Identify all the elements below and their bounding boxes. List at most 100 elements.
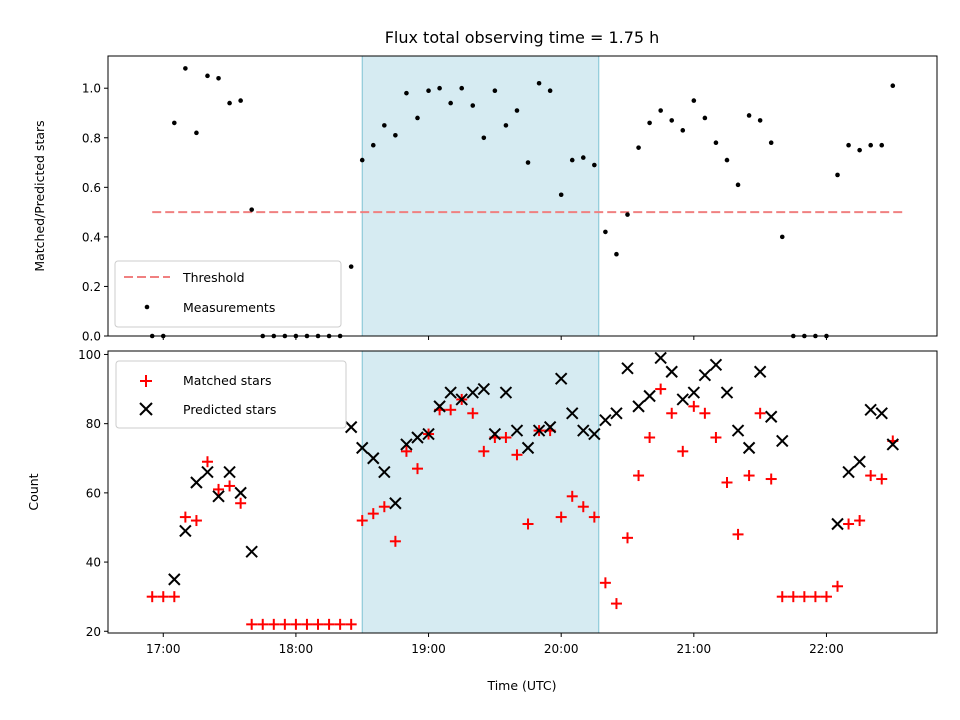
- measurement-point: [437, 85, 442, 91]
- measurement-point: [735, 182, 741, 188]
- top-y-axis-label: Matched/Predicted stars: [32, 120, 47, 271]
- measurement-point: [481, 135, 487, 141]
- predicted-star-point: [599, 413, 612, 427]
- predicted-star-point: [543, 420, 557, 434]
- matched-star-point: [677, 445, 689, 457]
- measurement-point: [603, 229, 608, 235]
- matched-star-point: [445, 404, 457, 416]
- matched-star-point: [190, 515, 202, 527]
- top-legend-box: [114, 260, 342, 328]
- chart-title: Flux total observing time = 1.75 h: [385, 28, 660, 47]
- measurement-point: [702, 115, 708, 121]
- predicted-star-point: [488, 427, 502, 441]
- predicted-star-point: [753, 365, 767, 378]
- x-tick-label: 19:00: [411, 642, 446, 656]
- bottom-y-tick-label: 80: [86, 417, 101, 431]
- matched-star-point: [666, 407, 678, 419]
- predicted-star-point: [709, 358, 723, 372]
- matched-star-point: [224, 480, 236, 492]
- measurement-point: [172, 120, 177, 126]
- matched-star-point: [235, 497, 247, 509]
- matched-star-point: [323, 618, 335, 630]
- matched-star-point: [854, 515, 866, 527]
- matched-star-point: [279, 618, 291, 630]
- measurement-point: [592, 162, 597, 168]
- measurement-point: [857, 147, 862, 153]
- measurement-point: [492, 88, 498, 93]
- measurement-point: [448, 100, 453, 106]
- measurement-point: [680, 128, 686, 133]
- predicted-star-point: [554, 372, 568, 385]
- predicted-star-point: [875, 407, 888, 420]
- matched-star-point: [710, 432, 722, 444]
- highlight-interval-bottom: [361, 350, 600, 634]
- predicted-star-point: [687, 386, 701, 399]
- predicted-star-point: [621, 362, 634, 375]
- matched-star-point: [832, 580, 844, 592]
- bottom-x-ticks: 17:00 18:00 19:00 20:00 21:00 22:00: [146, 633, 844, 656]
- top-y-tick-label: 0.8: [82, 131, 101, 145]
- bottom-legend-box: [115, 360, 347, 429]
- predicted-star-point: [400, 438, 413, 451]
- measurement-point: [835, 172, 840, 178]
- measurement-point: [658, 108, 663, 113]
- predicted-star-point: [466, 386, 479, 399]
- matched-star-point: [511, 449, 523, 461]
- measurement-point: [691, 98, 697, 103]
- measurement-point: [183, 66, 188, 71]
- predicted-star-point: [234, 486, 247, 500]
- measurement-point: [393, 132, 398, 138]
- measurement-point: [415, 115, 420, 121]
- top-x-ticks: [162, 336, 827, 340]
- matched-star-point: [411, 463, 423, 475]
- matched-star-point: [345, 618, 357, 630]
- predicted-star-point: [831, 517, 844, 531]
- predicted-star-point: [610, 407, 623, 420]
- top-y-ticks: 0.0 0.2 0.4 0.6 0.8 1.0: [82, 82, 108, 344]
- predicted-star-point: [190, 476, 203, 489]
- matched-star-point: [876, 473, 888, 485]
- matched-star-point: [400, 445, 412, 457]
- predicted-star-point: [731, 424, 745, 437]
- matched-star-point: [566, 490, 578, 502]
- measurement-point: [426, 88, 431, 93]
- predicted-star-point: [367, 452, 380, 465]
- predicted-star-point: [864, 403, 877, 417]
- predicted-star-point: [566, 407, 579, 420]
- matched-star-point: [312, 618, 324, 630]
- top-y-tick-label: 1.0: [82, 82, 101, 96]
- matched-star-point: [721, 476, 733, 488]
- measurement-point: [459, 85, 465, 91]
- highlight-interval-top: [361, 55, 600, 337]
- legend-matched-swatch: [140, 375, 152, 387]
- predicted-star-point: [344, 420, 358, 434]
- measurement-point: [547, 88, 553, 93]
- legend-matched-label: Matched stars: [183, 373, 271, 388]
- measurement-point: [227, 100, 232, 106]
- top-legend: Threshold Measurements: [114, 260, 342, 328]
- legend-threshold-label: Threshold: [182, 270, 245, 285]
- measurement-point: [625, 212, 630, 217]
- x-tick-label: 18:00: [279, 642, 314, 656]
- predicted-star-point: [676, 393, 689, 406]
- matched-star-point: [179, 511, 191, 523]
- measurement-point: [779, 234, 785, 240]
- measurement-point: [768, 140, 774, 146]
- matched-star-point: [246, 618, 258, 630]
- predicted-star-point: [510, 424, 524, 437]
- predicted-star-point: [168, 573, 181, 586]
- predicted-star-point: [223, 465, 236, 479]
- matched-star-point: [865, 470, 877, 482]
- measurement-point: [647, 120, 652, 126]
- matched-star-point: [633, 470, 645, 482]
- bottom-y-tick-label: 40: [86, 556, 101, 570]
- measurement-points: [149, 66, 896, 339]
- predicted-star-point: [444, 386, 457, 399]
- top-y-tick-label: 0.6: [82, 181, 101, 195]
- measurement-point: [249, 207, 254, 212]
- measurement-point: [238, 98, 243, 103]
- bottom-y-tick-label: 60: [86, 486, 101, 500]
- measurement-point: [503, 123, 509, 128]
- bottom-axes-frame: [107, 350, 938, 634]
